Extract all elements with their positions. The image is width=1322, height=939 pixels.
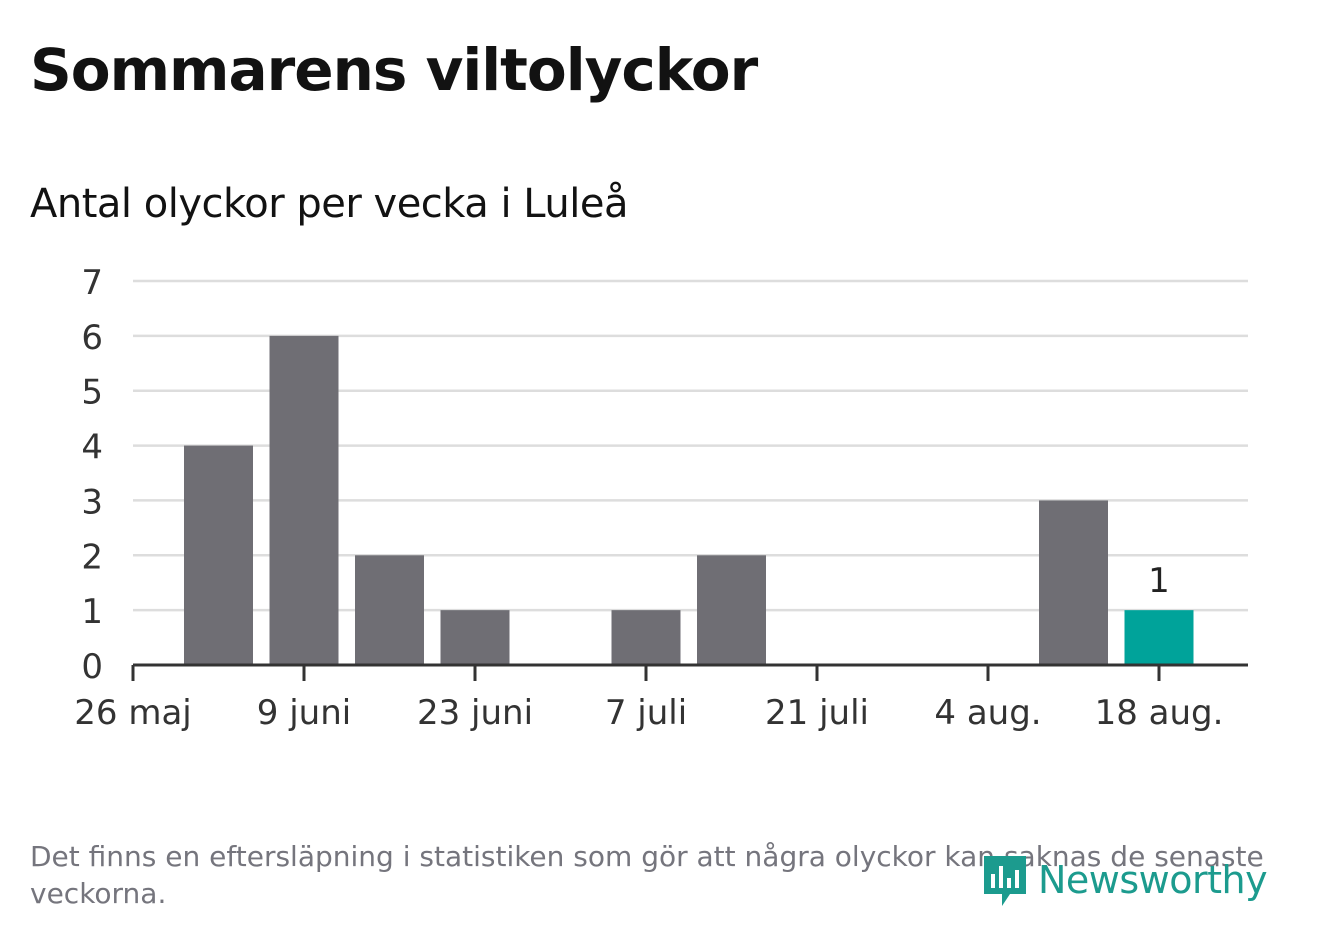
x-axis-ticks: 26 maj 9 juni 23 juni 7 juli 21 juli 4 aug. 18…	[74, 665, 1223, 733]
y-tick-label: 1	[81, 592, 103, 632]
bars	[184, 335, 1194, 665]
x-tick-label: 7 juli	[605, 693, 687, 733]
y-tick-label: 2	[81, 537, 103, 577]
bar	[355, 555, 424, 665]
y-tick-label: 6	[81, 318, 103, 358]
x-tick-label: 18 aug.	[1095, 693, 1224, 733]
bar	[269, 335, 339, 665]
y-tick-label: 0	[81, 647, 103, 687]
y-tick-label: 7	[81, 263, 103, 303]
brand-logo: Newsworthy	[980, 848, 1268, 912]
y-tick-label: 5	[81, 373, 103, 413]
x-tick-label: 9 juni	[257, 693, 351, 733]
x-tick-label: 23 juni	[417, 693, 533, 733]
data-labels: 1	[1148, 561, 1170, 601]
bar-chart: 0 1 2 3 4 5 6 7 26 maj 9 juni 23 juni 7 juli 21 jul…	[74, 263, 1248, 733]
y-tick-label: 4	[81, 428, 103, 468]
bar	[1124, 610, 1194, 665]
bar	[440, 610, 510, 665]
chart-title: Sommarens viltolyckor	[30, 36, 758, 104]
footnote: Det finns en eftersläpning i statistiken…	[30, 840, 1264, 910]
x-tick-label: 21 juli	[765, 693, 869, 733]
bar	[1039, 500, 1108, 665]
bar	[611, 610, 681, 665]
chart-subtitle: Antal olyckor per vecka i Luleå	[30, 181, 628, 227]
data-label: 1	[1148, 561, 1170, 601]
y-axis-ticks: 0 1 2 3 4 5 6 7	[81, 263, 103, 687]
brand-name: Newsworthy	[1038, 858, 1268, 902]
x-tick-label: 26 maj	[74, 693, 191, 733]
x-tick-label: 4 aug.	[934, 693, 1041, 733]
y-tick-label: 3	[81, 482, 103, 522]
bar	[697, 555, 766, 665]
newsworthy-logo-icon	[980, 848, 1030, 912]
bar	[184, 445, 253, 665]
